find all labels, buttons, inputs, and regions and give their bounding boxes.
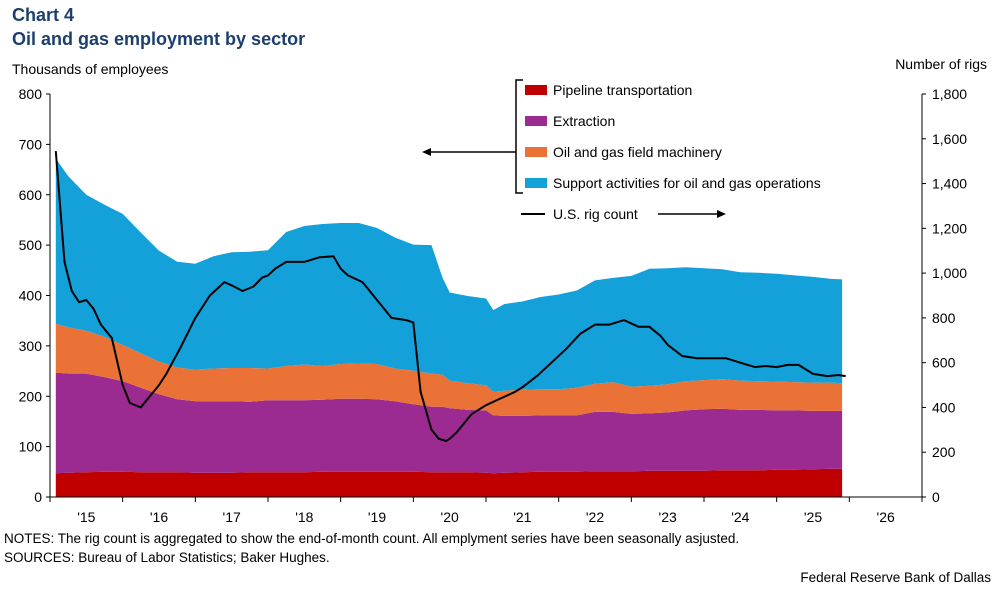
legend-swatch-pipeline <box>525 85 547 95</box>
x-tick-label: '26 <box>877 509 895 525</box>
x-tick-label: '25 <box>804 509 822 525</box>
y-tick-label: 700 <box>19 136 43 152</box>
y-tick-label: 200 <box>19 388 43 404</box>
rig-count-line <box>54 151 846 442</box>
y-tick-label: 300 <box>19 338 43 354</box>
legend-swatch-support <box>525 178 547 188</box>
x-tick-label: '17 <box>223 509 241 525</box>
legend-bracket <box>515 79 523 194</box>
legend-swatch-machinery <box>525 147 547 157</box>
chart-number: Chart 4 <box>12 5 75 25</box>
x-tick-label: '22 <box>586 509 604 525</box>
y2-tick-label: 1,000 <box>932 265 967 281</box>
x-tick-label: '20 <box>441 509 459 525</box>
y2-tick-label: 1,600 <box>932 131 967 147</box>
y-tick-label: 400 <box>19 288 43 304</box>
area-support <box>55 158 843 392</box>
y-axis-label: Thousands of employees <box>12 61 169 77</box>
left-arrow-head <box>422 148 431 156</box>
y2-tick-label: 200 <box>932 444 956 460</box>
legend-swatch-extraction <box>525 116 547 126</box>
y2-tick-label: 0 <box>932 489 940 505</box>
legend-label-extraction: Extraction <box>553 113 615 129</box>
y2-tick-label: 400 <box>932 399 956 415</box>
right-arrow-head <box>717 210 726 218</box>
area-extraction <box>55 372 843 474</box>
x-tick-label: '15 <box>77 509 95 525</box>
legend-label-pipeline: Pipeline transportation <box>553 82 692 98</box>
x-tick-label: '16 <box>150 509 168 525</box>
x-tick-label: '24 <box>731 509 749 525</box>
y2-tick-label: 800 <box>932 310 956 326</box>
y-tick-label: 0 <box>34 489 42 505</box>
y2-tick-label: 1,200 <box>932 220 967 236</box>
x-tick-label: '23 <box>659 509 677 525</box>
x-tick-label: '18 <box>295 509 313 525</box>
sources: SOURCES: Bureau of Labor Statistics; Bak… <box>4 550 330 565</box>
y2-tick-label: 1,800 <box>932 86 967 102</box>
x-tick-label: '21 <box>513 509 531 525</box>
legend-label-support: Support activities for oil and gas opera… <box>553 175 821 191</box>
y-tick-label: 600 <box>19 187 43 203</box>
area-machinery <box>55 323 843 416</box>
area-pipeline <box>55 468 843 497</box>
notes: NOTES: The rig count is aggregated to sh… <box>4 531 740 546</box>
chart-title: Oil and gas employment by sector <box>12 29 306 49</box>
legend-label-machinery: Oil and gas field machinery <box>553 144 722 160</box>
y2-axis-label: Number of rigs <box>895 56 987 72</box>
y-tick-label: 500 <box>19 237 43 253</box>
x-tick-label: '19 <box>368 509 386 525</box>
credit: Federal Reserve Bank of Dallas <box>800 570 991 585</box>
y2-tick-label: 600 <box>932 355 956 371</box>
legend-label-rig: U.S. rig count <box>553 206 638 222</box>
y2-tick-label: 1,400 <box>932 176 967 192</box>
y-tick-label: 100 <box>19 439 43 455</box>
y-tick-label: 800 <box>19 86 43 102</box>
